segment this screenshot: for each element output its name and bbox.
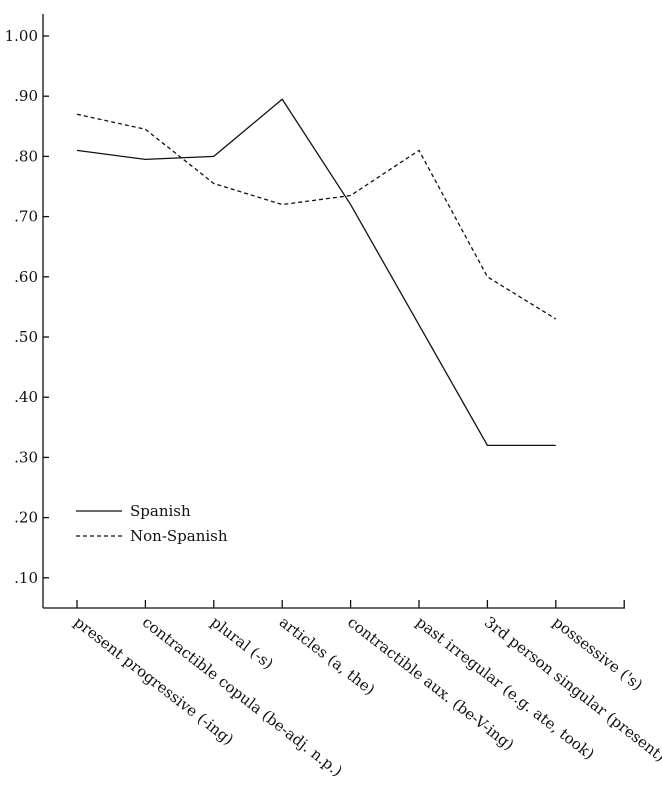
y-axis-ticks: .10 .20 .30 .40 .50 .60 .70 .80 .90 1.00	[5, 27, 49, 587]
y-tick-label: .20	[14, 509, 38, 527]
y-tick-label: .10	[14, 569, 38, 587]
series-lines	[76, 98, 557, 447]
y-tick-label: 1.00	[5, 27, 38, 45]
series-line-spanish	[76, 98, 556, 447]
series-line-non-spanish	[76, 113, 557, 320]
y-tick-label: .70	[14, 208, 38, 226]
legend: Spanish Non-Spanish	[76, 502, 228, 545]
legend-label: Spanish	[130, 502, 191, 520]
y-tick-label: .50	[14, 328, 38, 346]
y-tick-label: .40	[14, 388, 38, 406]
x-axis-ticks: present progressive (-ing)contractible c…	[71, 600, 662, 783]
legend-label: Non-Spanish	[130, 527, 228, 545]
axes	[42, 14, 625, 609]
y-tick-label: .60	[14, 268, 38, 286]
y-tick-label: .30	[14, 448, 38, 466]
y-tick-label: .80	[14, 147, 38, 165]
x-tick-label: plural (-s)	[207, 613, 277, 673]
y-tick-label: .90	[14, 87, 38, 105]
